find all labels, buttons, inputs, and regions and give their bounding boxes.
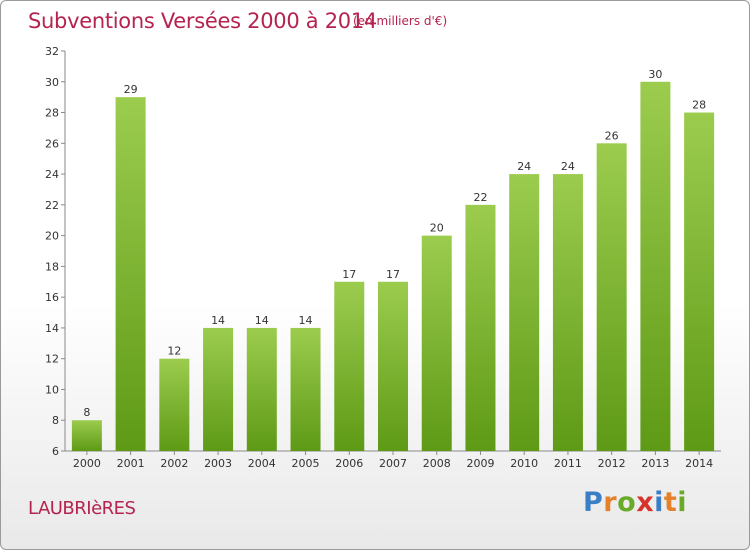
x-tick-label: 2004 [248, 457, 276, 470]
logo-letter: x [636, 487, 655, 518]
y-tick-label: 28 [45, 107, 59, 120]
bar [640, 81, 671, 452]
x-tick-label: 2007 [379, 457, 407, 470]
logo-letter: P [583, 487, 604, 518]
bar [378, 281, 408, 451]
bar [334, 281, 365, 451]
bar-value-label: 20 [430, 222, 444, 235]
y-tick-label: 8 [52, 414, 59, 427]
x-tick-label: 2012 [598, 457, 626, 470]
logo-letter: t [663, 487, 678, 518]
chart-unit: (en milliers d'€) [353, 14, 448, 28]
bar-value-label: 30 [648, 68, 662, 81]
bar [159, 358, 190, 451]
bar [465, 204, 496, 451]
bar [71, 420, 102, 451]
bar-value-label: 24 [561, 160, 575, 173]
bar [596, 143, 627, 452]
logo-letter: o [617, 487, 637, 518]
town-name: LAUBRIèRES [28, 498, 136, 519]
bar [684, 112, 715, 452]
y-tick-label: 16 [45, 291, 59, 304]
bar-value-label: 17 [342, 268, 356, 281]
x-tick-label: 2003 [204, 457, 232, 470]
logo-letter: i [677, 487, 688, 518]
chart-title: Subventions Versées 2000 à 2014 [28, 9, 377, 33]
x-tick-label: 2000 [73, 457, 101, 470]
bar-value-label: 14 [211, 314, 225, 327]
y-tick-label: 6 [52, 445, 59, 458]
x-tick-label: 2002 [160, 457, 188, 470]
bar [203, 327, 234, 451]
bar-value-label: 8 [83, 406, 90, 419]
y-tick-label: 30 [45, 76, 59, 89]
bars: 8 29 12 14 14 14 17 17 20 22 24 24 26 30 28 [71, 68, 715, 452]
bar [115, 97, 146, 452]
bar-value-label: 22 [473, 191, 487, 204]
bar [552, 174, 583, 452]
bar-value-label: 28 [692, 99, 706, 112]
bar [421, 235, 452, 451]
bar-value-label: 29 [124, 83, 138, 96]
bar-value-label: 17 [386, 268, 400, 281]
x-tick-label: 2009 [466, 457, 494, 470]
x-tick-label: 2011 [554, 457, 582, 470]
y-tick-label: 24 [45, 168, 59, 181]
bar [246, 327, 277, 451]
y-tick-label: 18 [45, 260, 59, 273]
x-tick-label: 2001 [117, 457, 145, 470]
bar-value-label: 26 [605, 129, 619, 142]
axes: 6 8 10 12 14 16 18 20 22 24 26 28 30 32 2000 2001 2002 20… [45, 45, 721, 470]
bar-value-label: 12 [167, 345, 181, 358]
y-tick-label: 14 [45, 322, 59, 335]
y-tick-label: 32 [45, 45, 59, 58]
y-tick-label: 10 [45, 383, 59, 396]
x-tick-label: 2014 [685, 457, 713, 470]
bar [290, 327, 321, 451]
bar [509, 174, 540, 452]
logo-letter: r [603, 487, 618, 518]
y-tick-label: 20 [45, 230, 59, 243]
bar-value-label: 14 [299, 314, 313, 327]
x-tick-label: 2010 [510, 457, 538, 470]
bar-value-label: 24 [517, 160, 531, 173]
x-tick-label: 2013 [641, 457, 669, 470]
y-tick-label: 26 [45, 137, 59, 150]
x-tick-label: 2005 [292, 457, 320, 470]
x-tick-label: 2006 [335, 457, 363, 470]
y-tick-label: 22 [45, 199, 59, 212]
logo-letter: i [654, 487, 664, 518]
x-tick-label: 2008 [423, 457, 451, 470]
bar-value-label: 14 [255, 314, 269, 327]
y-tick-label: 12 [45, 353, 59, 366]
proxiti-logo[interactable]: Proxiti [583, 487, 687, 518]
